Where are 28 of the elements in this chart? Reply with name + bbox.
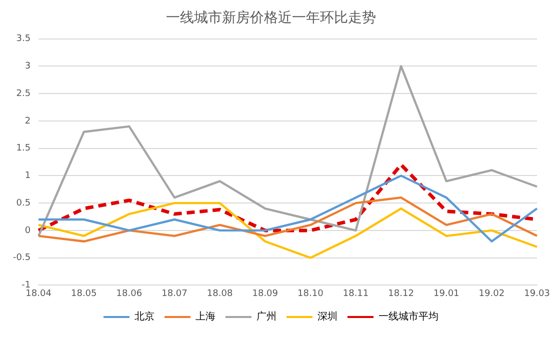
x-tick-label: 18.05 [70,288,97,299]
x-tick-label: 19.03 [524,288,550,299]
x-tick-label: 18.04 [26,288,52,299]
y-tick-label: 1 [24,171,31,182]
y-tick-label: 2.5 [16,88,31,99]
x-tick-label: 18.06 [116,288,142,299]
legend-label: 一线城市平均 [378,310,438,323]
legend-label: 北京 [134,310,154,323]
x-tick-label: 18.07 [162,288,188,299]
y-tick-label: 1.5 [16,144,31,154]
x-tick-label: 18.08 [206,288,233,299]
x-tick-label: 18.09 [252,288,278,299]
x-tick-label: 18.12 [388,288,414,299]
y-tick-label: 3.5 [16,34,31,44]
chart-title: 一线城市新房价格近一年环比走势 [166,10,376,26]
x-tick-label: 19.01 [433,288,460,299]
legend-label: 上海 [196,310,216,323]
x-tick-label: 18.11 [342,288,369,299]
y-tick-label: 2 [24,116,31,126]
x-tick-label: 18.10 [298,288,324,299]
y-tick-label: -0.5 [13,253,31,264]
y-tick-label: 3 [24,62,31,72]
legend-label: 广州 [256,310,276,323]
y-tick-label: -1 [22,280,31,291]
y-tick-label: 0.5 [16,198,31,208]
y-tick-label: 0 [24,226,31,236]
x-tick-label: 19.02 [478,288,505,299]
legend-label: 深圳 [318,310,338,323]
